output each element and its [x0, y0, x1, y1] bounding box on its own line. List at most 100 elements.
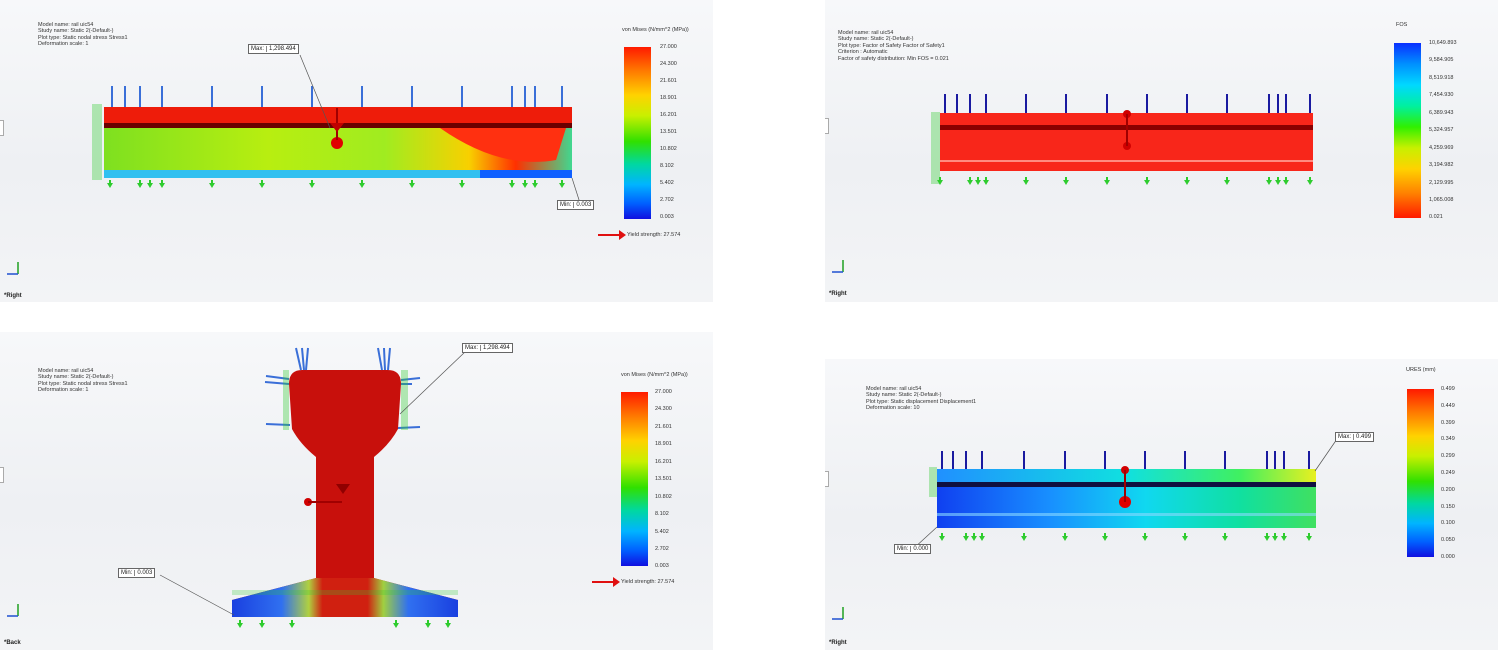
legend-color-bar[interactable]: [1394, 43, 1421, 218]
max-callout[interactable]: Max: 1,298.494: [462, 343, 513, 353]
min-leader: [159, 574, 235, 616]
legend-tick: 1,065.008: [1429, 197, 1454, 203]
legend-tick: 2.702: [660, 197, 674, 203]
info-line: Plot type: Factor of Safety Factor of Sa…: [838, 42, 945, 49]
stress-point: [331, 137, 343, 149]
legend-title: FOS: [1396, 22, 1408, 28]
legend-tick: 4,259.969: [1429, 145, 1454, 151]
panel-edge-marker: [0, 467, 4, 483]
legend-tick: 5.402: [655, 529, 669, 535]
legend-tick: 24.300: [660, 61, 677, 67]
yield-strength-marker: Yield strength: 27.574: [592, 577, 675, 587]
stress-back-panel[interactable]: Model name: rail uic54 Study name: Stati…: [0, 332, 713, 650]
min-key: Min:: [121, 570, 136, 576]
axis-triad-icon: [832, 607, 844, 620]
load-arrows: [264, 347, 421, 429]
probe-tip: [336, 484, 350, 494]
load-arrows: [941, 451, 1310, 469]
panel-edge-marker: [825, 118, 829, 134]
panel-edge-marker: [825, 471, 829, 487]
legend-title: URES (mm): [1406, 367, 1436, 373]
legend-tick: 0.021: [1429, 214, 1443, 220]
info-line: Study name: Static 2(-Default-): [838, 36, 914, 43]
legend-tick: 27.000: [660, 44, 677, 50]
stress-right-panel[interactable]: Model name: rail uic54 Study name: Stati…: [0, 0, 713, 302]
probe-marker: [330, 123, 344, 132]
info-line: Model name: rail uic54: [38, 22, 94, 28]
rail-foot-stress: [232, 578, 458, 617]
yield-strength-text: Yield strength: 27.574: [621, 579, 675, 585]
max-key: Max:: [251, 46, 268, 52]
legend-tick: 16.201: [655, 459, 672, 465]
view-orientation-label: *Right: [4, 293, 22, 299]
legend-color-bar[interactable]: [1407, 389, 1434, 557]
max-value: 0.499: [1356, 434, 1372, 440]
legend-tick: 2,129.995: [1429, 180, 1454, 186]
axis-triad-icon: [7, 604, 19, 617]
legend-tick: 7,454.930: [1429, 92, 1454, 98]
info-line: Study name: Static 2(-Default-): [38, 28, 114, 35]
plot-info: Model name: rail uic54 Study name: Stati…: [838, 30, 949, 62]
info-line: Model name: rail uic54: [866, 386, 922, 392]
legend-tick: 5,324.957: [1429, 127, 1454, 133]
legend-tick: 0.349: [1441, 436, 1455, 442]
rail-model-view[interactable]: [825, 359, 1498, 650]
fixture-arrows: [929, 467, 1312, 541]
max-value: 1,298.494: [483, 345, 510, 351]
max-key: Max:: [465, 345, 482, 351]
min-value: 0.003: [137, 570, 153, 576]
displacement-right-panel[interactable]: Model name: rail uic54 Study name: Stati…: [825, 359, 1498, 650]
rail-model-view[interactable]: [0, 0, 713, 302]
fixture-arrows: [931, 112, 1313, 185]
legend-tick: 8.102: [655, 511, 669, 517]
plot-info: Model name: rail uic54 Study name: Stati…: [38, 22, 128, 48]
panel-edge-marker: [0, 120, 4, 136]
legend-tick: 10.802: [660, 146, 677, 152]
info-line: Plot type: Static displacement Displacem…: [866, 398, 977, 405]
legend-tick: 9,584.905: [1429, 57, 1454, 63]
legend-title: von Mises (N/mm^2 (MPa)): [621, 372, 688, 378]
info-line: Model name: rail uic54: [838, 30, 894, 36]
min-callout[interactable]: Min: 0.000: [894, 544, 932, 554]
info-line: Study name: Static 2(-Default-): [866, 392, 942, 399]
max-callout[interactable]: Max: 1,298.494: [248, 44, 299, 54]
info-line: Study name: Static 2(-Default-): [38, 374, 114, 381]
max-key: Max:: [1338, 434, 1355, 440]
min-callout[interactable]: Min: 0.003: [557, 200, 595, 210]
min-leader: [571, 177, 581, 204]
legend-tick: 18.901: [655, 441, 672, 447]
info-line: Deformation scale: 1: [38, 41, 89, 48]
legend-tick: 0.003: [660, 214, 674, 220]
max-leader: [1314, 438, 1338, 472]
rail-profile-view[interactable]: [0, 332, 713, 650]
legend-color-bar[interactable]: [621, 392, 648, 566]
legend-tick: 13.501: [660, 129, 677, 135]
max-callout[interactable]: Max: 0.499: [1335, 432, 1375, 442]
rail-web-edge: [937, 482, 1316, 487]
axis-triad-icon: [832, 260, 844, 273]
yield-arrow: [592, 577, 620, 587]
fos-right-panel[interactable]: Model name: rail uic54 Study name: Stati…: [825, 0, 1498, 302]
rail-model-view[interactable]: [825, 0, 1498, 302]
legend-tick: 0.050: [1441, 537, 1455, 543]
legend-tick: 3,194.982: [1429, 162, 1454, 168]
min-key: Min:: [897, 546, 912, 552]
min-callout[interactable]: Min: 0.003: [118, 568, 156, 578]
rail-highlight: [937, 513, 1316, 516]
legend-color-bar[interactable]: [624, 47, 651, 219]
legend-tick: 5.402: [660, 180, 674, 186]
stress-hotspot: [440, 128, 566, 162]
legend-tick: 0.249: [1441, 470, 1455, 476]
info-line: Criterion : Automatic: [838, 49, 888, 56]
yield-strength-marker: Yield strength: 27.574: [598, 230, 680, 240]
fixture-arrows: [232, 370, 458, 628]
legend-tick: 0.399: [1441, 420, 1455, 426]
max-value: 1,298.494: [269, 46, 296, 52]
legend-tick: 0.499: [1441, 386, 1455, 392]
view-orientation-label: *Right: [829, 640, 847, 646]
legend-tick: 0.449: [1441, 403, 1455, 409]
min-value: 0.003: [576, 202, 592, 208]
view-orientation-label: *Back: [4, 640, 21, 646]
fixture-arrows: [92, 104, 565, 188]
info-line: Plot type: Static nodal stress Stress1: [38, 380, 128, 387]
